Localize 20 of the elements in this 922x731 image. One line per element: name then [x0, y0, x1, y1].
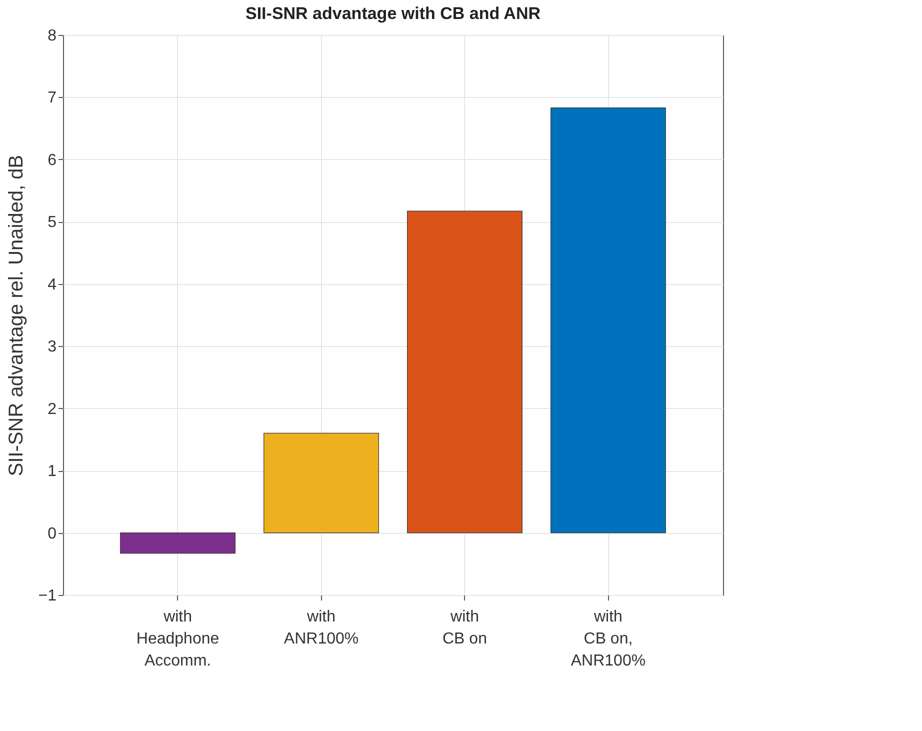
y-tick-label: 2: [48, 400, 57, 418]
y-tick-label: 7: [48, 90, 57, 107]
y-tick-label: 1: [48, 463, 57, 480]
bar: [264, 432, 379, 534]
y-tick-label: 4: [48, 276, 57, 294]
bar: [407, 210, 522, 534]
bar: [550, 108, 666, 534]
bar: [120, 532, 236, 554]
x-tick-label: with CB on, ANR100%: [570, 608, 646, 670]
y-tick-label: −1: [38, 588, 57, 604]
y-tick-label: 0: [48, 525, 57, 542]
x-tick-label: with Headphone Accomm.: [136, 608, 220, 670]
y-tick-label: 8: [48, 28, 57, 44]
x-tick-label: with ANR100%: [284, 608, 359, 648]
y-tick-label: 5: [48, 214, 57, 232]
y-axis-title: SII-SNR advantage rel. Unaided, dB: [5, 154, 28, 476]
x-tick-label: with CB on: [442, 608, 487, 648]
chart-title: SII-SNR advantage with CB and ANR: [245, 4, 541, 23]
y-tick-label: 3: [48, 338, 57, 356]
y-tick-label: 6: [48, 152, 57, 169]
